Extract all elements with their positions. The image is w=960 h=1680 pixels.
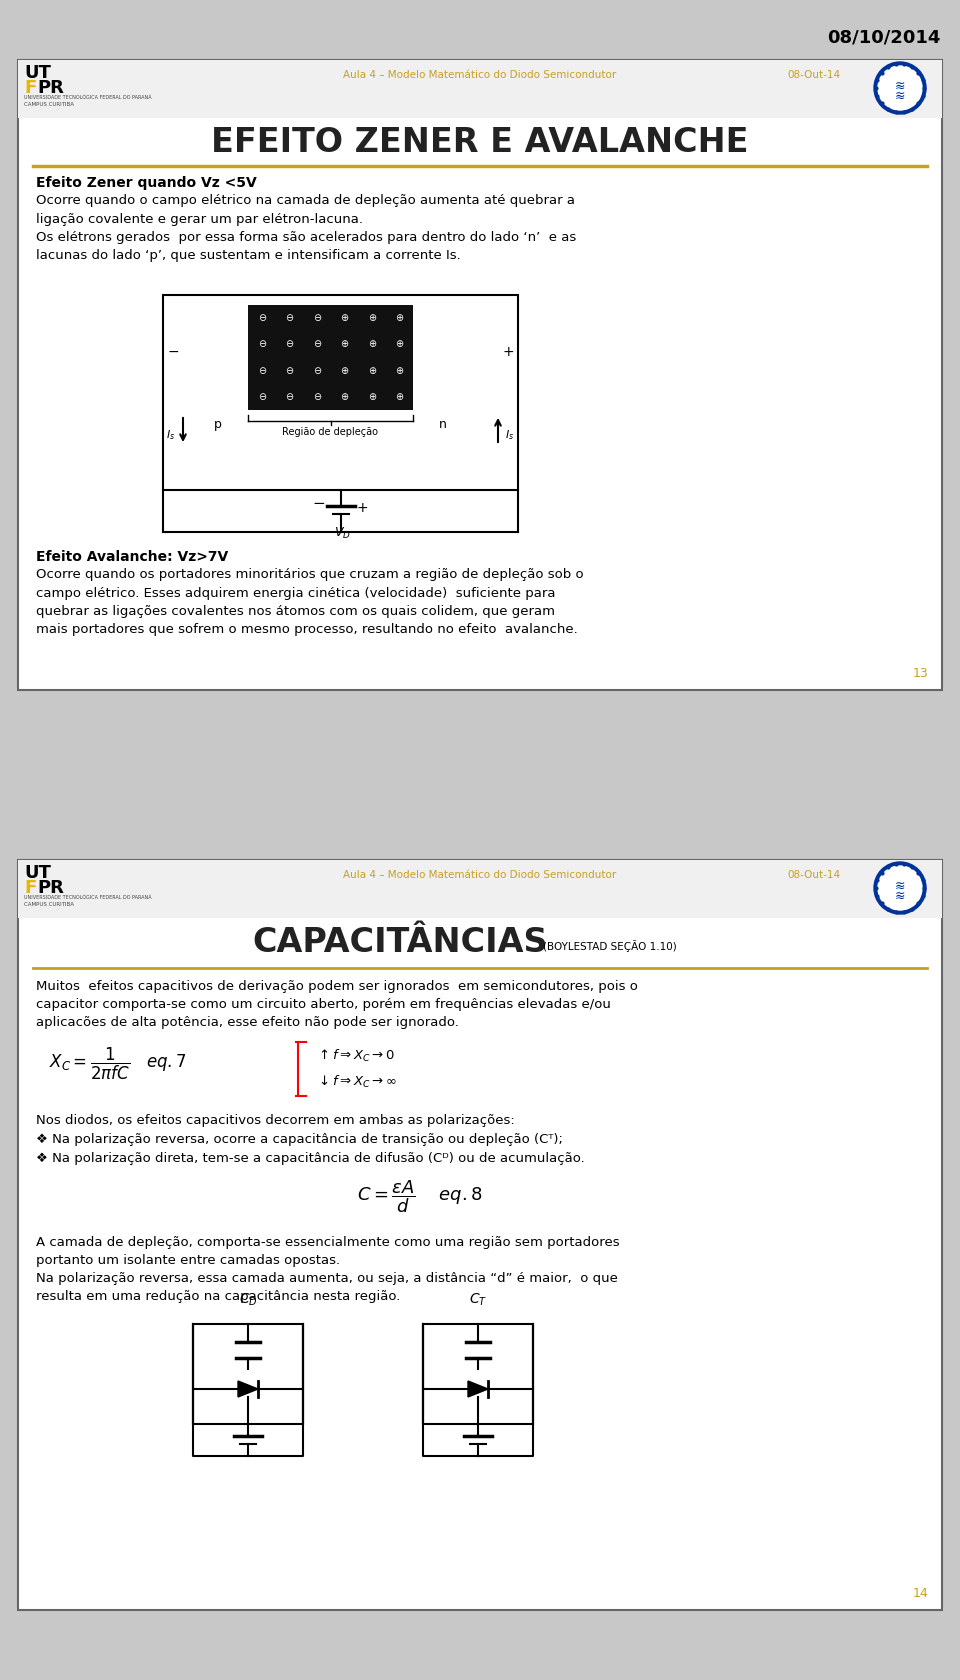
Text: A camada de depleção, comporta-se essencialmente como uma região sem portadores
: A camada de depleção, comporta-se essenc… [36, 1236, 619, 1304]
Text: ⊖: ⊖ [285, 339, 294, 349]
Text: F: F [24, 79, 36, 97]
Text: PR: PR [37, 879, 64, 897]
Text: ⊕: ⊕ [368, 339, 375, 349]
Text: Nos diodos, os efeitos capacitivos decorrem em ambas as polarizações:
❖ Na polar: Nos diodos, os efeitos capacitivos decor… [36, 1114, 585, 1164]
Text: ⊖: ⊖ [313, 391, 321, 402]
Text: ⊖: ⊖ [285, 366, 294, 376]
Text: CAPACITÂNCIAS: CAPACITÂNCIAS [252, 926, 548, 959]
Text: $I_s$: $I_s$ [505, 428, 515, 442]
Circle shape [878, 66, 922, 109]
Text: ⊖: ⊖ [313, 366, 321, 376]
Text: ⊖: ⊖ [313, 339, 321, 349]
Text: ⊖: ⊖ [257, 366, 266, 376]
Text: ≋: ≋ [895, 890, 905, 904]
Text: −: − [167, 344, 179, 360]
Bar [248, 306, 413, 410]
Text: ⊕: ⊕ [340, 366, 348, 376]
Text: ⊖: ⊖ [257, 312, 266, 323]
Text: EFEITO ZENER E AVALANCHE: EFEITO ZENER E AVALANCHE [211, 126, 749, 160]
Text: +: + [502, 344, 514, 360]
Text: F: F [24, 879, 36, 897]
Text: CAMPUS CURITIBA: CAMPUS CURITIBA [24, 102, 74, 108]
Text: Região de depleção: Região de depleção [282, 427, 378, 437]
Polygon shape [468, 1381, 488, 1398]
Text: ⊕: ⊕ [368, 312, 375, 323]
Text: Aula 4 – Modelo Matemático do Diodo Semicondutor: Aula 4 – Modelo Matemático do Diodo Semi… [344, 870, 616, 880]
Bar [18, 60, 942, 118]
Text: $I_s$: $I_s$ [166, 428, 176, 442]
Text: Ocorre quando os portadores minoritários que cruzam a região de depleção sob o
c: Ocorre quando os portadores minoritários… [36, 568, 584, 637]
Text: $C_T$: $C_T$ [468, 1292, 487, 1309]
Text: PR: PR [37, 79, 64, 97]
Text: ≋: ≋ [895, 81, 905, 92]
Text: ⊕: ⊕ [396, 312, 403, 323]
Text: CAMPUS CURITIBA: CAMPUS CURITIBA [24, 902, 74, 907]
Text: UNIVERSIDADE TECNOLÓGICA FEDERAL DO PARANÁ: UNIVERSIDADE TECNOLÓGICA FEDERAL DO PARA… [24, 895, 152, 900]
Text: 08-Out-14: 08-Out-14 [787, 71, 840, 81]
Bar [18, 860, 942, 917]
Text: 08-Out-14: 08-Out-14 [787, 870, 840, 880]
Text: UNIVERSIDADE TECNOLÓGICA FEDERAL DO PARANÁ: UNIVERSIDADE TECNOLÓGICA FEDERAL DO PARA… [24, 96, 152, 101]
Text: ⊖: ⊖ [257, 391, 266, 402]
Text: ⊕: ⊕ [340, 391, 348, 402]
Text: $X_C = \dfrac{1}{2\pi f C}$   $eq.7$: $X_C = \dfrac{1}{2\pi f C}$ $eq.7$ [49, 1047, 187, 1082]
Bar [193, 1324, 303, 1425]
Text: $C_D$: $C_D$ [239, 1292, 257, 1309]
Text: ⊕: ⊕ [396, 366, 403, 376]
Text: UT: UT [24, 64, 51, 82]
Text: p: p [214, 418, 222, 432]
Text: ⊖: ⊖ [257, 339, 266, 349]
Text: UT: UT [24, 864, 51, 882]
Text: $\downarrow f \Rightarrow X_C \rightarrow \infty$: $\downarrow f \Rightarrow X_C \rightarro… [316, 1074, 396, 1090]
Text: Efeito Zener quando Vz <5V: Efeito Zener quando Vz <5V [36, 176, 256, 190]
Text: Muitos  efeitos capacitivos de derivação podem ser ignorados  em semicondutores,: Muitos efeitos capacitivos de derivação … [36, 979, 637, 1028]
Text: ⊕: ⊕ [368, 366, 375, 376]
Text: 13: 13 [912, 667, 928, 680]
Bar [163, 296, 518, 491]
Bar [18, 860, 942, 1609]
Circle shape [874, 62, 926, 114]
Bar [18, 60, 942, 690]
Text: ⊖: ⊖ [285, 312, 294, 323]
Circle shape [878, 865, 922, 911]
Bar [423, 1324, 533, 1425]
Text: ⊖: ⊖ [313, 312, 321, 323]
Text: $\uparrow f \Rightarrow X_C \rightarrow 0$: $\uparrow f \Rightarrow X_C \rightarrow … [316, 1048, 395, 1063]
Text: 08/10/2014: 08/10/2014 [827, 29, 940, 45]
Text: $C = \dfrac{\varepsilon A}{d}$    $eq.8$: $C = \dfrac{\varepsilon A}{d}$ $eq.8$ [357, 1178, 483, 1215]
Text: −: − [312, 497, 324, 511]
Text: ≋: ≋ [895, 91, 905, 102]
Text: ≋: ≋ [895, 880, 905, 894]
Text: ⊕: ⊕ [396, 339, 403, 349]
Text: ⊕: ⊕ [368, 391, 375, 402]
Text: Aula 4 – Modelo Matemático do Diodo Semicondutor: Aula 4 – Modelo Matemático do Diodo Semi… [344, 71, 616, 81]
Text: (BOYLESTAD SEÇÃO 1.10): (BOYLESTAD SEÇÃO 1.10) [543, 941, 677, 953]
Text: 14: 14 [912, 1588, 928, 1599]
Text: ⊕: ⊕ [340, 339, 348, 349]
Text: ⊕: ⊕ [340, 312, 348, 323]
Text: ⊖: ⊖ [285, 391, 294, 402]
Text: +: + [357, 501, 369, 516]
Text: n: n [439, 418, 447, 432]
Circle shape [874, 862, 926, 914]
Text: Efeito Avalanche: Vz>7V: Efeito Avalanche: Vz>7V [36, 549, 228, 564]
Text: $V_D$: $V_D$ [334, 526, 351, 541]
Polygon shape [238, 1381, 258, 1398]
Text: ⊕: ⊕ [396, 391, 403, 402]
Text: Ocorre quando o campo elétrico na camada de depleção aumenta até quebrar a
ligaç: Ocorre quando o campo elétrico na camada… [36, 193, 576, 262]
